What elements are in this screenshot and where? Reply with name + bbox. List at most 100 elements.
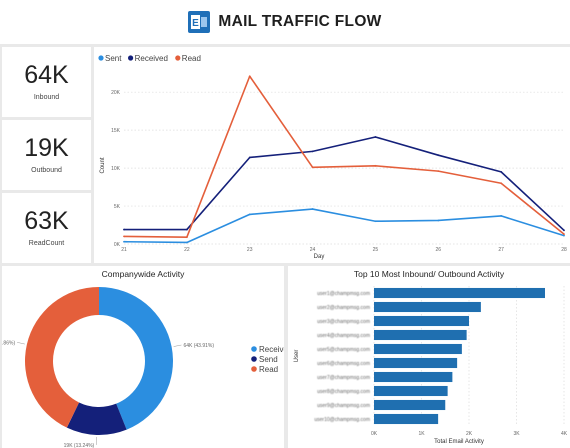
kpi-card-readcount[interactable]: 63K ReadCount bbox=[2, 193, 91, 263]
bar[interactable] bbox=[374, 329, 467, 341]
bar[interactable] bbox=[374, 413, 439, 425]
bar-chart[interactable]: 0K 1K 2K 3K 4K Total Email Activity User user1@… bbox=[288, 266, 570, 448]
page-title: MAIL TRAFFIC FLOW bbox=[218, 13, 382, 30]
kpi-card-outbound[interactable]: 19K Outbound bbox=[2, 120, 91, 190]
data-point-sent bbox=[123, 240, 125, 243]
data-point-read bbox=[311, 166, 314, 169]
y-category-label: user2@champmsg.com bbox=[317, 305, 370, 311]
bar[interactable] bbox=[374, 287, 545, 299]
data-point-sent bbox=[500, 215, 503, 217]
leader-line bbox=[173, 344, 182, 347]
legend-marker bbox=[128, 55, 134, 61]
bar[interactable] bbox=[374, 301, 481, 313]
y-category-label: user9@champmsg.com bbox=[317, 403, 370, 409]
y-tick-label: 20K bbox=[111, 90, 121, 96]
bar[interactable] bbox=[374, 371, 453, 383]
kpi-value: 64K bbox=[24, 61, 69, 89]
legend-marker bbox=[175, 55, 181, 61]
data-point-received bbox=[500, 170, 503, 173]
x-tick-label: 1K bbox=[418, 431, 425, 437]
y-axis-title: User bbox=[294, 350, 300, 363]
report-header: E MAIL TRAFFIC FLOW bbox=[0, 0, 570, 44]
donut-slice-send[interactable] bbox=[66, 402, 127, 435]
line-chart[interactable]: Sent Received Read 0K 5K 10K 15K 20K 21 22 23 24 25 2… bbox=[94, 47, 570, 263]
data-point-sent bbox=[185, 241, 188, 244]
y-tick-label: 0K bbox=[114, 242, 121, 248]
slice-data-label: 19K (13.24%) bbox=[64, 443, 95, 448]
legend-label: Send bbox=[259, 355, 278, 364]
x-tick-label: 23 bbox=[247, 247, 253, 253]
svg-text:E: E bbox=[193, 18, 200, 29]
line-chart-panel[interactable]: Sent Received Read 0K 5K 10K 15K 20K 21 22 23 24 25 2… bbox=[94, 47, 570, 263]
data-point-received bbox=[123, 228, 125, 231]
data-point-received bbox=[185, 228, 188, 231]
kpi-label: Inbound bbox=[33, 94, 60, 101]
x-tick-label: 25 bbox=[373, 247, 379, 253]
legend-marker bbox=[98, 55, 104, 61]
bar[interactable] bbox=[374, 357, 458, 369]
data-point-read bbox=[123, 235, 125, 238]
legend-marker bbox=[251, 346, 257, 352]
series-line-received[interactable] bbox=[124, 136, 565, 231]
legend-marker bbox=[251, 356, 257, 362]
series-line-read[interactable] bbox=[123, 75, 565, 238]
y-category-label: user3@champmsg.com bbox=[317, 319, 370, 325]
y-category-label: user1@champmsg.com bbox=[317, 291, 370, 297]
data-point-sent bbox=[563, 234, 565, 237]
y-category-label: user4@champmsg.com bbox=[317, 333, 370, 339]
data-point-received bbox=[374, 136, 377, 138]
x-tick-label: 0K bbox=[371, 431, 378, 437]
series-line-sent[interactable] bbox=[123, 208, 565, 244]
legend-marker bbox=[251, 366, 257, 372]
legend-item-read[interactable]: Read bbox=[175, 54, 201, 63]
donut-slice-receive[interactable] bbox=[99, 287, 174, 430]
x-tick-label: 21 bbox=[121, 247, 127, 253]
kpi-value: 19K bbox=[24, 134, 69, 162]
legend-label: Receive bbox=[259, 345, 284, 354]
y-tick-label: 5K bbox=[114, 204, 121, 210]
leader-line bbox=[17, 342, 25, 345]
data-point-read bbox=[248, 75, 251, 78]
kpi-value: 63K bbox=[24, 207, 69, 235]
legend-item-received[interactable]: Received bbox=[128, 54, 168, 63]
legend-item-sent[interactable]: Sent bbox=[98, 54, 122, 63]
bar[interactable] bbox=[374, 399, 446, 411]
donut-chart-title: Companywide Activity bbox=[101, 269, 185, 279]
donut-chart[interactable]: 64K (43.91%) 19K (13.24%) 63K (42.86%) Rece… bbox=[0, 266, 288, 448]
x-tick-label: 2K bbox=[466, 431, 473, 437]
data-point-read bbox=[437, 170, 440, 173]
legend-item-receive[interactable]: Receive bbox=[251, 345, 288, 354]
data-point-sent bbox=[311, 208, 314, 210]
bar[interactable] bbox=[374, 385, 448, 397]
data-point-read bbox=[500, 182, 503, 185]
bar[interactable] bbox=[374, 315, 469, 327]
bar[interactable] bbox=[374, 343, 462, 355]
y-category-label: user7@champmsg.com bbox=[317, 375, 370, 381]
y-category-label: user8@champmsg.com bbox=[317, 389, 370, 395]
legend-label: Received bbox=[135, 54, 168, 63]
x-tick-label: 3K bbox=[513, 431, 520, 437]
legend-item-read[interactable]: Read bbox=[251, 365, 278, 374]
slice-data-label: 64K (43.91%) bbox=[183, 343, 214, 349]
bar-chart-title: Top 10 Most Inbound/ Outbound Activity bbox=[353, 269, 505, 279]
legend-label: Sent bbox=[105, 54, 122, 63]
x-tick-label: 28 bbox=[561, 247, 567, 253]
x-axis-title: Day bbox=[314, 254, 325, 260]
x-tick-label: 26 bbox=[436, 247, 442, 253]
x-tick-label: 22 bbox=[184, 247, 190, 253]
bar-chart-panel[interactable]: Top 10 Most Inbound/ Outbound Activity 0… bbox=[288, 266, 570, 448]
donut-slice-read[interactable] bbox=[25, 287, 100, 428]
data-point-read bbox=[563, 233, 565, 236]
y-category-label: user5@champmsg.com bbox=[317, 347, 370, 353]
y-axis-title: Count bbox=[100, 157, 106, 173]
x-tick-label: 4K bbox=[561, 431, 568, 437]
legend-item-send[interactable]: Send bbox=[251, 355, 278, 364]
legend-label: Read bbox=[182, 54, 201, 63]
exchange-logo-icon: E bbox=[188, 11, 211, 33]
kpi-label: ReadCount bbox=[28, 240, 65, 247]
kpi-card-inbound[interactable]: 64K Inbound bbox=[2, 47, 91, 117]
donut-chart-panel[interactable]: Companywide Activity 64K (43.91%) 19K (13… bbox=[0, 266, 288, 448]
x-axis-title: Total Email Activity bbox=[434, 439, 484, 445]
y-tick-label: 10K bbox=[111, 166, 121, 172]
data-point-sent bbox=[437, 219, 440, 222]
